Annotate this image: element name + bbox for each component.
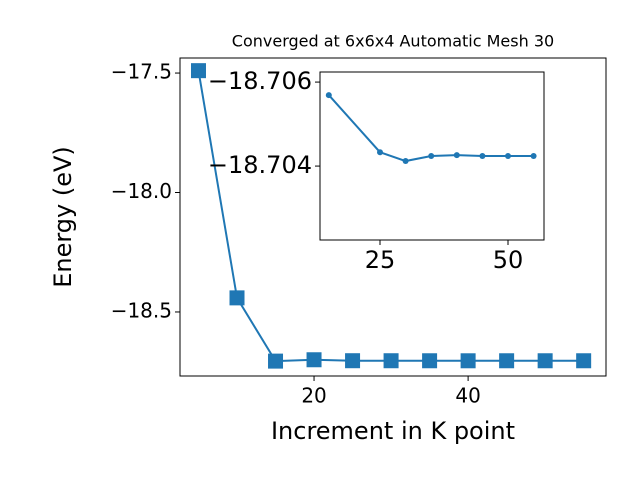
y-tick-label: −18.706 — [208, 67, 312, 95]
marker — [306, 352, 322, 368]
marker — [530, 153, 537, 159]
marker — [422, 353, 438, 369]
marker — [453, 152, 460, 159]
marker — [537, 353, 553, 369]
x-tick-label: 25 — [365, 246, 396, 274]
x-axis-label: Increment in K point — [271, 417, 515, 445]
x-tick-label: 20 — [301, 384, 326, 408]
marker — [325, 92, 332, 99]
chart-title: Converged at 6x6x4 Automatic Mesh 30 — [232, 32, 554, 51]
x-tick-label: 40 — [455, 384, 480, 408]
series-line — [328, 94, 534, 163]
marker — [479, 153, 486, 159]
marker — [576, 353, 592, 369]
marker — [499, 353, 515, 369]
marker — [268, 353, 284, 369]
marker — [229, 290, 245, 306]
y-tick-label: −18.704 — [208, 151, 312, 179]
marker — [383, 353, 399, 369]
marker — [377, 149, 384, 156]
y-tick-label: −18.0 — [111, 179, 172, 203]
marker — [428, 153, 435, 159]
y-tick-label: −17.5 — [111, 60, 172, 84]
marker — [190, 63, 206, 79]
marker — [505, 153, 512, 159]
marker — [402, 158, 409, 165]
marker — [345, 353, 361, 369]
x-tick-label: 50 — [493, 246, 524, 274]
y-tick-label: −18.5 — [111, 298, 172, 322]
marker — [460, 353, 476, 369]
y-axis-label: Energy (eV) — [49, 146, 77, 288]
